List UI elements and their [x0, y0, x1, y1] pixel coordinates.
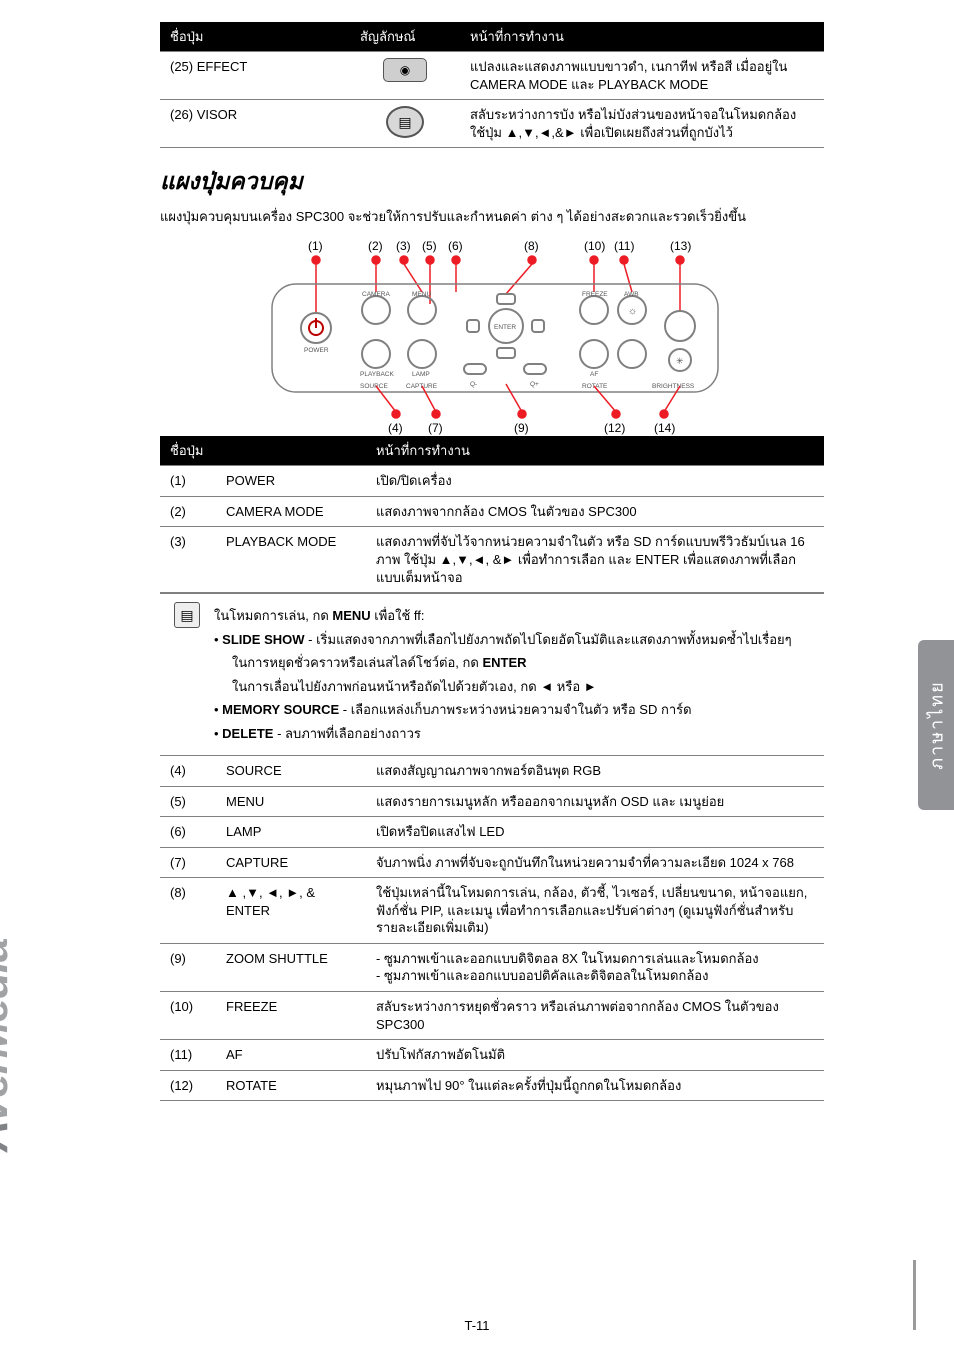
function-table-a: ชื่อปุ่ม หน้าที่การทำงาน (1)POWERเปิด/ปิ…: [160, 436, 824, 593]
cell-num: (9): [160, 943, 216, 991]
cell-func: แสดงสัญญาณภาพจากพอร์ตอินพุต RGB: [366, 756, 824, 786]
svg-text:(11): (11): [614, 239, 634, 253]
svg-text:(14): (14): [654, 421, 675, 435]
svg-text:SOURCE: SOURCE: [360, 383, 388, 390]
cell-name: FREEZE: [216, 992, 366, 1040]
svg-text:ENTER: ENTER: [494, 324, 516, 331]
svg-text:BRIGHTNESS: BRIGHTNESS: [652, 383, 695, 390]
svg-text:(13): (13): [670, 239, 691, 253]
brand-a: A: [0, 1124, 17, 1152]
cell-name: MENU: [216, 786, 366, 817]
page-number: T-11: [0, 1318, 954, 1333]
brand-logo: AVerMedia: [0, 938, 18, 1152]
playback-menu-note: ▤ ในโหมดการเล่น, กด MENU เพื่อใช้ ff: • …: [160, 593, 824, 756]
cell-func: ใช้ปุ่มเหล่านี้ในโหมดการเล่น, กล้อง, ตัว…: [366, 878, 824, 944]
svg-text:(4): (4): [388, 421, 403, 435]
cell-num: (1): [160, 466, 216, 497]
cell-name: CAPTURE: [216, 847, 366, 878]
cell-func: เปิด/ปิดเครื่อง: [366, 466, 824, 497]
row-symbol: ◉: [350, 52, 460, 100]
cell-num: (3): [160, 527, 216, 593]
section-title: แผงปุ่มควบคุม: [160, 164, 824, 200]
brand-rest: VerMedia: [0, 938, 17, 1124]
cell-num: (5): [160, 786, 216, 817]
row-func: สลับระหว่างการบัง หรือไม่บังส่วนของหน้าจ…: [460, 100, 824, 148]
row-name: (26) VISOR: [160, 100, 350, 148]
cell-name: LAMP: [216, 817, 366, 848]
svg-text:FREEZE: FREEZE: [582, 291, 608, 298]
row-func: แปลงและแสดงภาพแบบขาวดำ, เนกาทีฟ หรือสี เ…: [460, 52, 824, 100]
cell-func: แสดงภาพจากกล้อง CMOS ในตัวของ SPC300: [366, 496, 824, 527]
svg-text:(3): (3): [396, 239, 411, 253]
function-table-b: (4)SOURCEแสดงสัญญาณภาพจากพอร์ตอินพุต RGB…: [160, 756, 824, 1101]
intro-text: แผงปุ่มควบคุมบนเครื่อง SPC300 จะช่วยให้ก…: [160, 208, 824, 226]
control-panel-diagram: (1) (2) (3) (5) (6) (8) (10) (11) (13): [160, 236, 824, 436]
cell-func: จับภาพนิ่ง ภาพที่จับจะถูกบันทึกในหน่วยคว…: [366, 847, 824, 878]
cell-func: ปรับโฟกัสภาพอัตโนมัติ: [366, 1040, 824, 1071]
cell-name: PLAYBACK MODE: [216, 527, 366, 593]
cell-num: (2): [160, 496, 216, 527]
th-func: หน้าที่การทำงาน: [460, 22, 824, 52]
svg-text:(8): (8): [524, 239, 539, 253]
cell-func: เปิดหรือปิดแสงไฟ LED: [366, 817, 824, 848]
cell-name: AF: [216, 1040, 366, 1071]
page: AVerMedia ภาษาไทย ชื่อปุ่ม สัญลักษณ์ หน้…: [0, 0, 954, 1351]
svg-text:CAMERA: CAMERA: [362, 291, 390, 298]
svg-text:LAMP: LAMP: [412, 371, 430, 378]
row-symbol: ▤: [350, 100, 460, 148]
note-icon: ▤: [174, 602, 200, 628]
svg-text:(5): (5): [422, 239, 437, 253]
th-name: ชื่อปุ่ม: [160, 22, 350, 52]
row-name: (25) EFFECT: [160, 52, 350, 100]
cell-num: (12): [160, 1070, 216, 1101]
cell-func: แสดงรายการเมนูหลัก หรือออกจากเมนูหลัก OS…: [366, 786, 824, 817]
cell-num: (10): [160, 992, 216, 1040]
cell-func: หมุนภาพไป 90° ในแต่ละครั้งที่ปุ่มนี้ถูกก…: [366, 1070, 824, 1101]
language-tab: ภาษาไทย: [918, 640, 954, 810]
svg-text:(7): (7): [428, 421, 443, 435]
svg-text:PLAYBACK: PLAYBACK: [360, 371, 395, 378]
symbol-table: ชื่อปุ่ม สัญลักษณ์ หน้าที่การทำงาน (25) …: [160, 22, 824, 148]
cell-name: ▲ ,▼, ◄, ►, & ENTER: [216, 878, 366, 944]
svg-text:(2): (2): [368, 239, 383, 253]
visor-icon: ▤: [386, 106, 424, 138]
svg-text:(9): (9): [514, 421, 529, 435]
th-name: ชื่อปุ่ม: [160, 436, 366, 466]
cell-num: (6): [160, 817, 216, 848]
svg-text:AF: AF: [590, 371, 598, 378]
cell-name: SOURCE: [216, 756, 366, 786]
svg-text:Q+: Q+: [530, 381, 539, 388]
svg-text:(6): (6): [448, 239, 463, 253]
cell-name: CAMERA MODE: [216, 496, 366, 527]
cell-num: (11): [160, 1040, 216, 1071]
svg-text:(10): (10): [584, 239, 605, 253]
effect-icon: ◉: [383, 58, 427, 82]
cell-func: - ซูมภาพเข้าและออกแบบดิจิตอล 8X ในโหมดกา…: [366, 943, 824, 991]
cell-name: ROTATE: [216, 1070, 366, 1101]
svg-text:MENU: MENU: [412, 291, 431, 298]
cell-num: (4): [160, 756, 216, 786]
cell-func: สลับระหว่างการหยุดชั่วคราว หรือเล่นภาพต่…: [366, 992, 824, 1040]
svg-text:✳: ✳: [676, 356, 684, 366]
cell-num: (8): [160, 878, 216, 944]
language-tab-label: ภาษาไทย: [922, 680, 951, 769]
svg-text:Q-: Q-: [470, 381, 477, 388]
cell-num: (7): [160, 847, 216, 878]
cell-name: ZOOM SHUTTLE: [216, 943, 366, 991]
th-func: หน้าที่การทำงาน: [366, 436, 824, 466]
svg-text:AWB: AWB: [624, 291, 639, 298]
svg-text:(1): (1): [308, 239, 323, 253]
svg-text:POWER: POWER: [304, 347, 329, 354]
cell-func: แสดงภาพที่จับไว้จากหน่วยความจำในตัว หรือ…: [366, 527, 824, 593]
svg-text:(12): (12): [604, 421, 625, 435]
svg-text:☼: ☼: [628, 306, 637, 317]
cell-name: POWER: [216, 466, 366, 497]
th-symbol: สัญลักษณ์: [350, 22, 460, 52]
